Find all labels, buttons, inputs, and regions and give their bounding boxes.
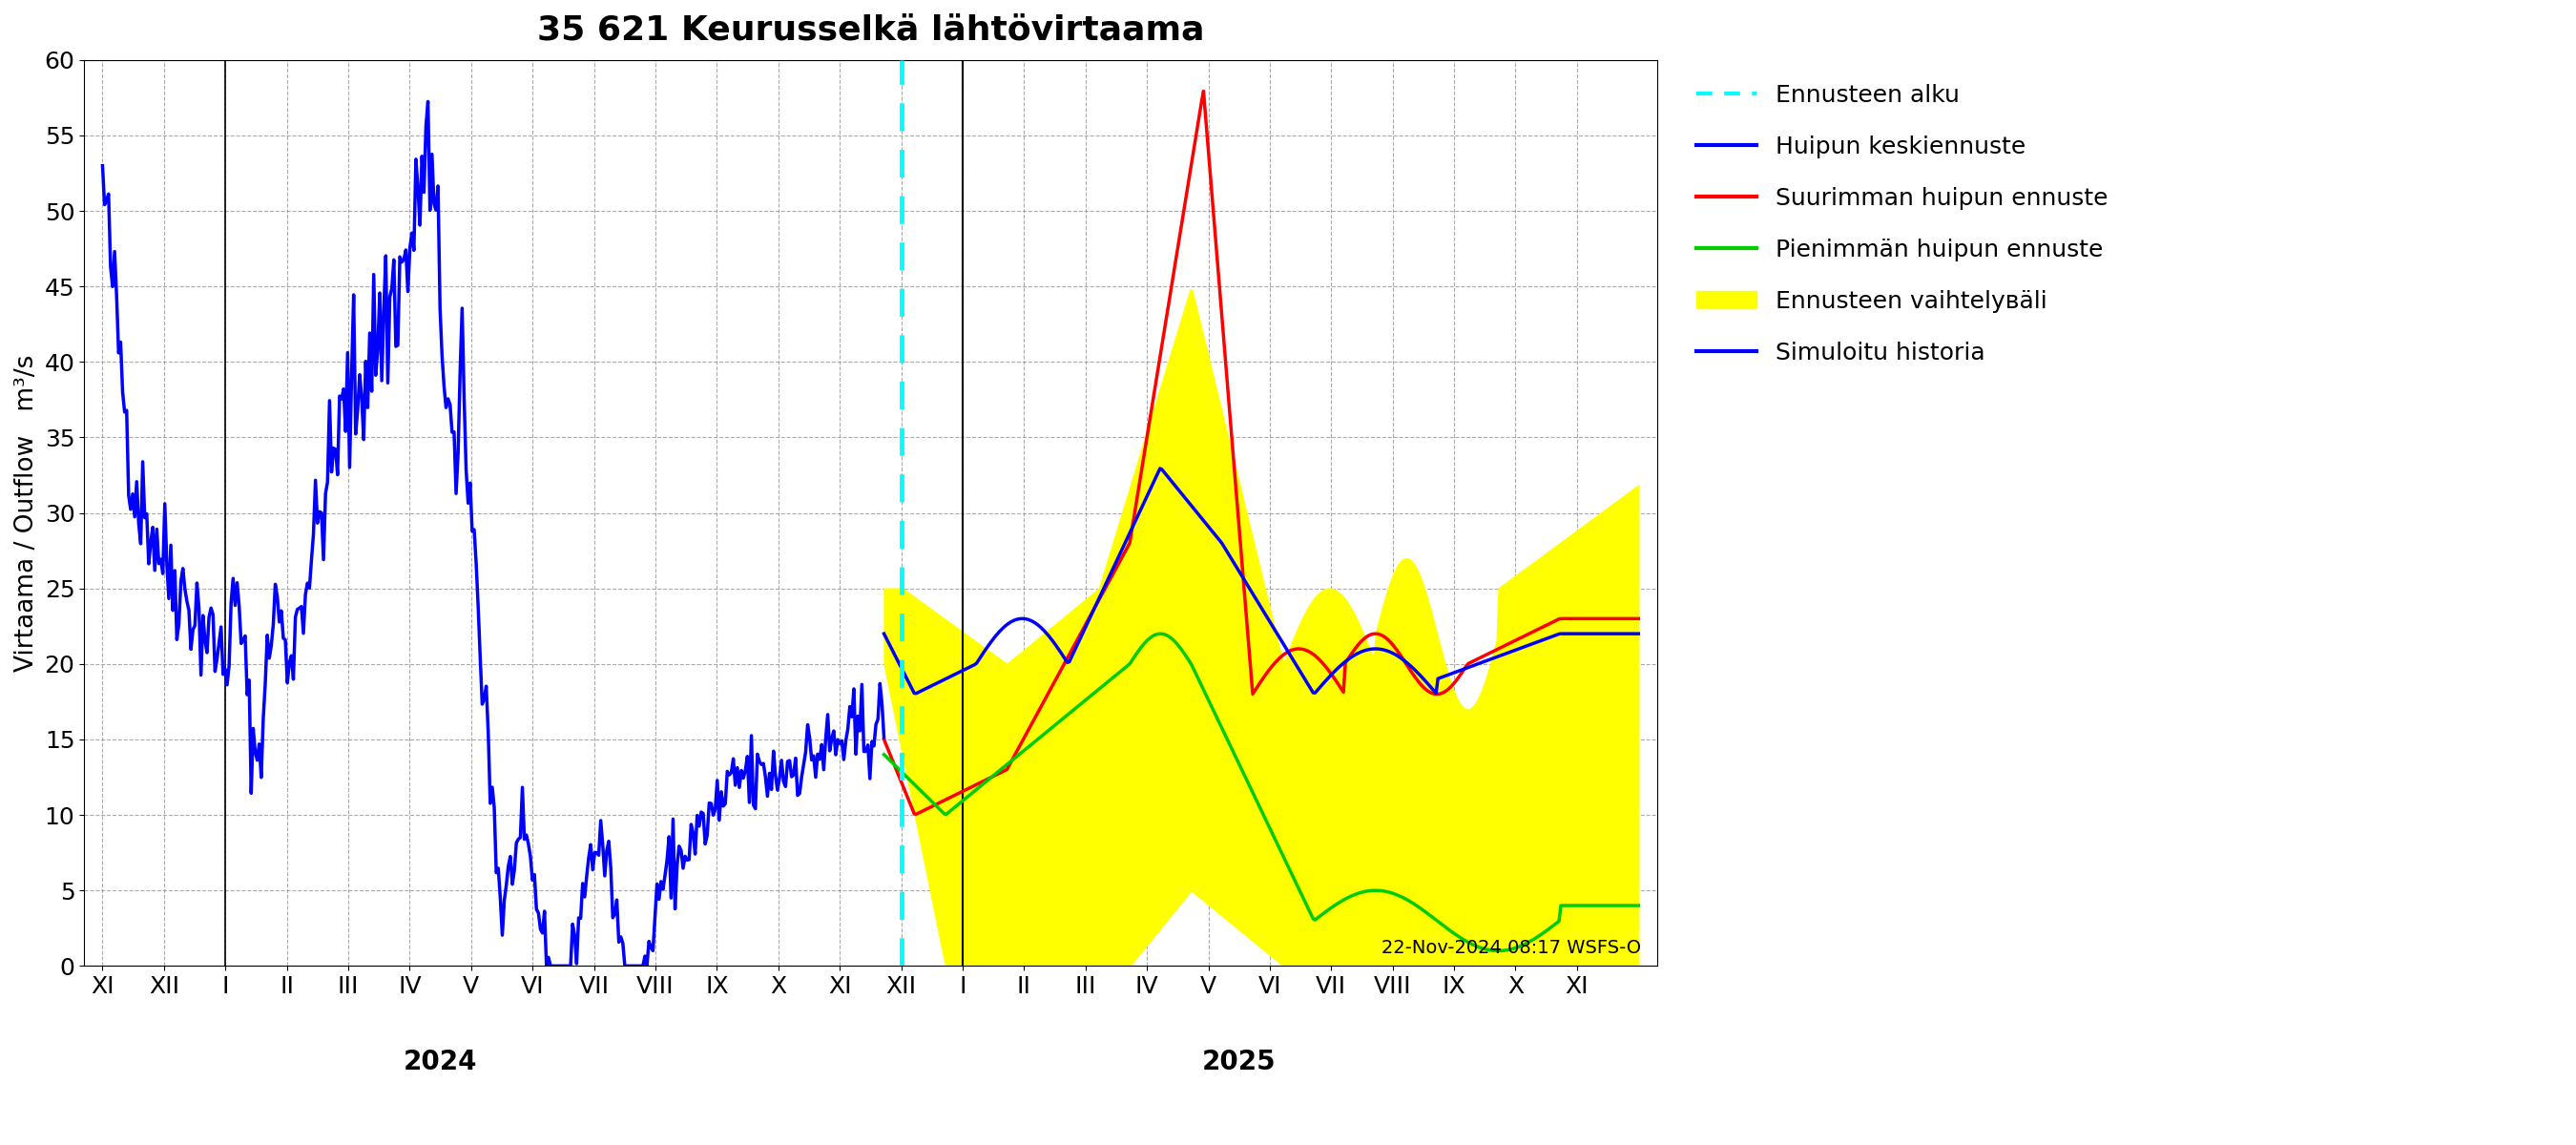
Text: 2025: 2025 — [1203, 1049, 1275, 1075]
Legend: Ennusteen alku, Huipun keskiennuste, Suurimman huipun ennuste, Pienimmän huipun : Ennusteen alku, Huipun keskiennuste, Suu… — [1685, 72, 2120, 377]
Text: 22-Nov-2024 08:17 WSFS-O: 22-Nov-2024 08:17 WSFS-O — [1381, 939, 1641, 957]
Y-axis label: Virtaama / Outflow   m³/s: Virtaama / Outflow m³/s — [15, 354, 39, 671]
Text: 2024: 2024 — [404, 1049, 477, 1075]
Title: 35 621 Keurusselkä lähtövirtaama: 35 621 Keurusselkä lähtövirtaama — [536, 14, 1203, 47]
